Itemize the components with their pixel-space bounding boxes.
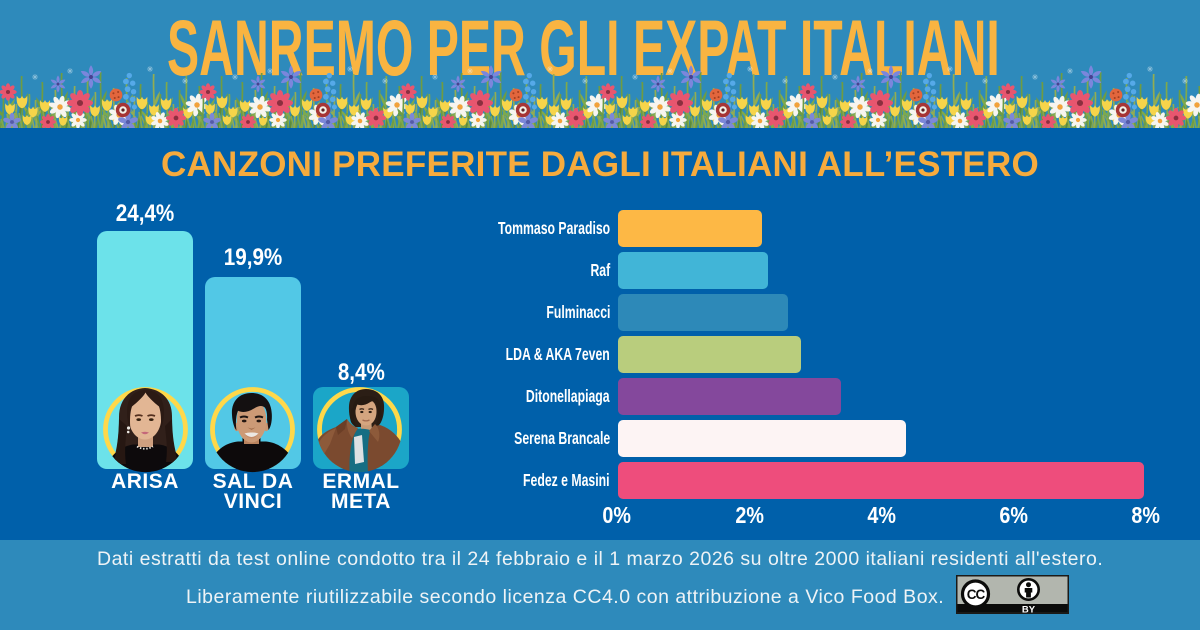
- svg-text:CC: CC: [967, 587, 986, 602]
- svg-text:BY: BY: [1022, 605, 1036, 615]
